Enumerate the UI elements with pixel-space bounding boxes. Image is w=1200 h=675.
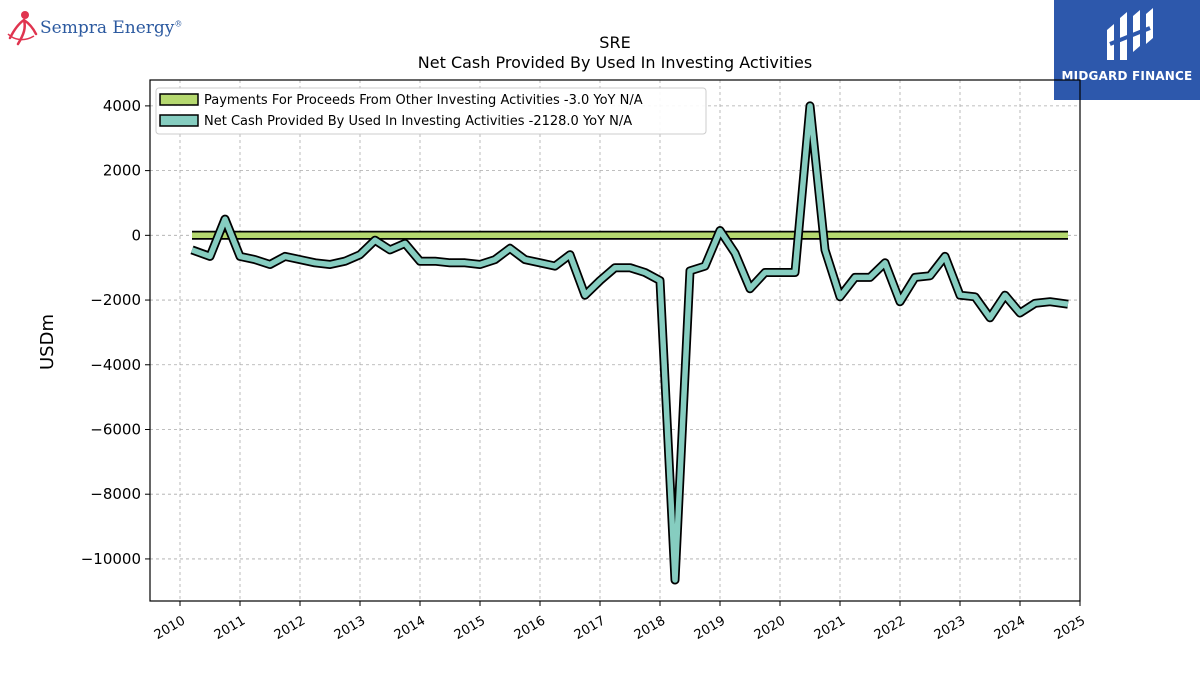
y-tick-label: −8000 — [90, 485, 141, 503]
x-tick-label: 2020 — [752, 613, 788, 643]
midgard-logo-icon — [1107, 8, 1153, 60]
legend-box — [155, 87, 707, 135]
sempra-flame-icon — [7, 11, 38, 46]
legend: Payments For Proceeds From Other Investi… — [155, 87, 707, 135]
y-tick-label: 4000 — [103, 97, 141, 115]
company-name: Sempra Energy® — [40, 18, 183, 38]
y-tick-label: 2000 — [103, 162, 141, 180]
sempra-logo: Sempra Energy® — [4, 4, 204, 48]
y-tick-label: −10000 — [81, 550, 141, 568]
watermark-text: MIDGARD FINANCE — [1061, 69, 1193, 83]
legend-swatch-other-investing — [159, 93, 199, 106]
series-net-cash-investing-line — [191, 103, 1069, 583]
x-tick-label: 2014 — [392, 613, 428, 643]
x-axis: 2010 2011 2012 2013 2014 2015 2016 2017 2018 2019… — [152, 601, 1088, 643]
plot-frame — [149, 79, 1081, 602]
x-tick-label: 2025 — [1052, 613, 1088, 643]
grid — [150, 80, 1081, 601]
y-tick-label: 0 — [131, 226, 141, 244]
legend-swatch-net-cash-investing — [159, 114, 199, 127]
x-tick-label: 2012 — [272, 613, 308, 643]
x-tick-label: 2019 — [692, 613, 728, 643]
x-tick-label: 2011 — [212, 613, 248, 643]
series-net-cash-investing-outline — [190, 101, 1069, 585]
x-tick-label: 2015 — [452, 613, 488, 643]
y-tick-label: −6000 — [90, 420, 141, 438]
chart-title: SRE — [599, 33, 630, 52]
x-tick-label: 2023 — [932, 613, 968, 643]
midgard-finance-watermark: MIDGARD FINANCE — [1054, 0, 1200, 100]
x-tick-label: 2017 — [572, 613, 608, 643]
y-tick-label: −2000 — [90, 291, 141, 309]
y-tick-label: −4000 — [90, 356, 141, 374]
chart-subtitle: Net Cash Provided By Used In Investing A… — [418, 53, 812, 72]
x-tick-label: 2021 — [812, 613, 848, 643]
x-tick-label: 2022 — [872, 613, 908, 643]
legend-label-net-cash-investing: Net Cash Provided By Used In Investing A… — [204, 114, 632, 129]
y-axis-label: USDm — [37, 314, 58, 370]
x-tick-label: 2013 — [332, 613, 368, 643]
series-layer — [190, 101, 1069, 585]
x-tick-label: 2018 — [632, 613, 668, 643]
x-tick-label: 2010 — [152, 613, 188, 643]
y-axis: 4000 2000 0 −2000 −4000 −6000 −8000 −10000 — [81, 97, 150, 568]
legend-label-other-investing: Payments For Proceeds From Other Investi… — [204, 93, 643, 108]
x-tick-label: 2024 — [992, 613, 1028, 643]
x-tick-label: 2016 — [512, 613, 548, 643]
